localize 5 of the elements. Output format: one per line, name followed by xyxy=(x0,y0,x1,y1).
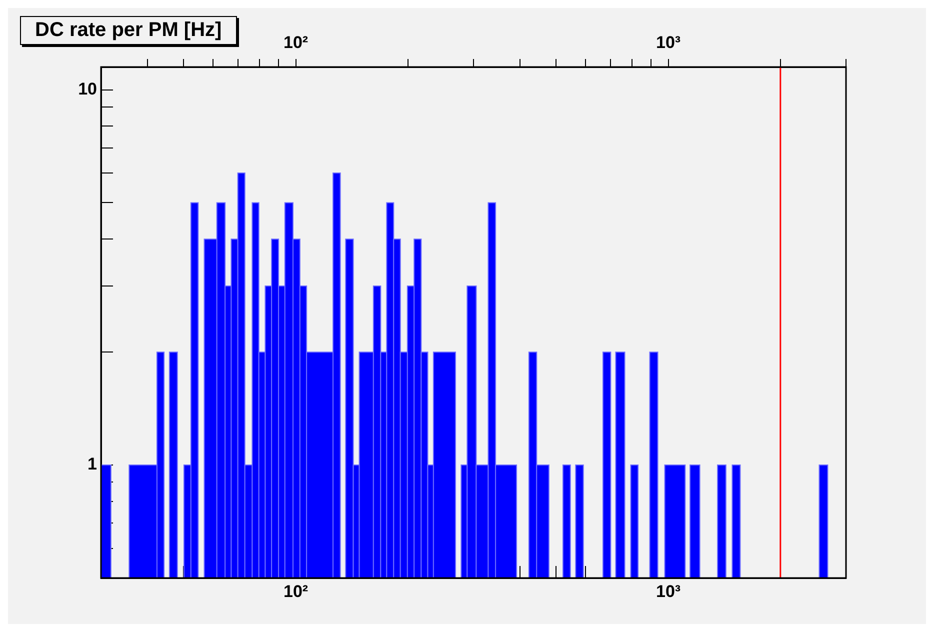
y-tick-label: 1 xyxy=(88,454,97,474)
chart-title: DC rate per PM [Hz] xyxy=(20,16,237,45)
y-tick-label: 10 xyxy=(78,79,97,98)
text: 10² xyxy=(283,32,308,52)
text: 10³ xyxy=(656,32,681,52)
